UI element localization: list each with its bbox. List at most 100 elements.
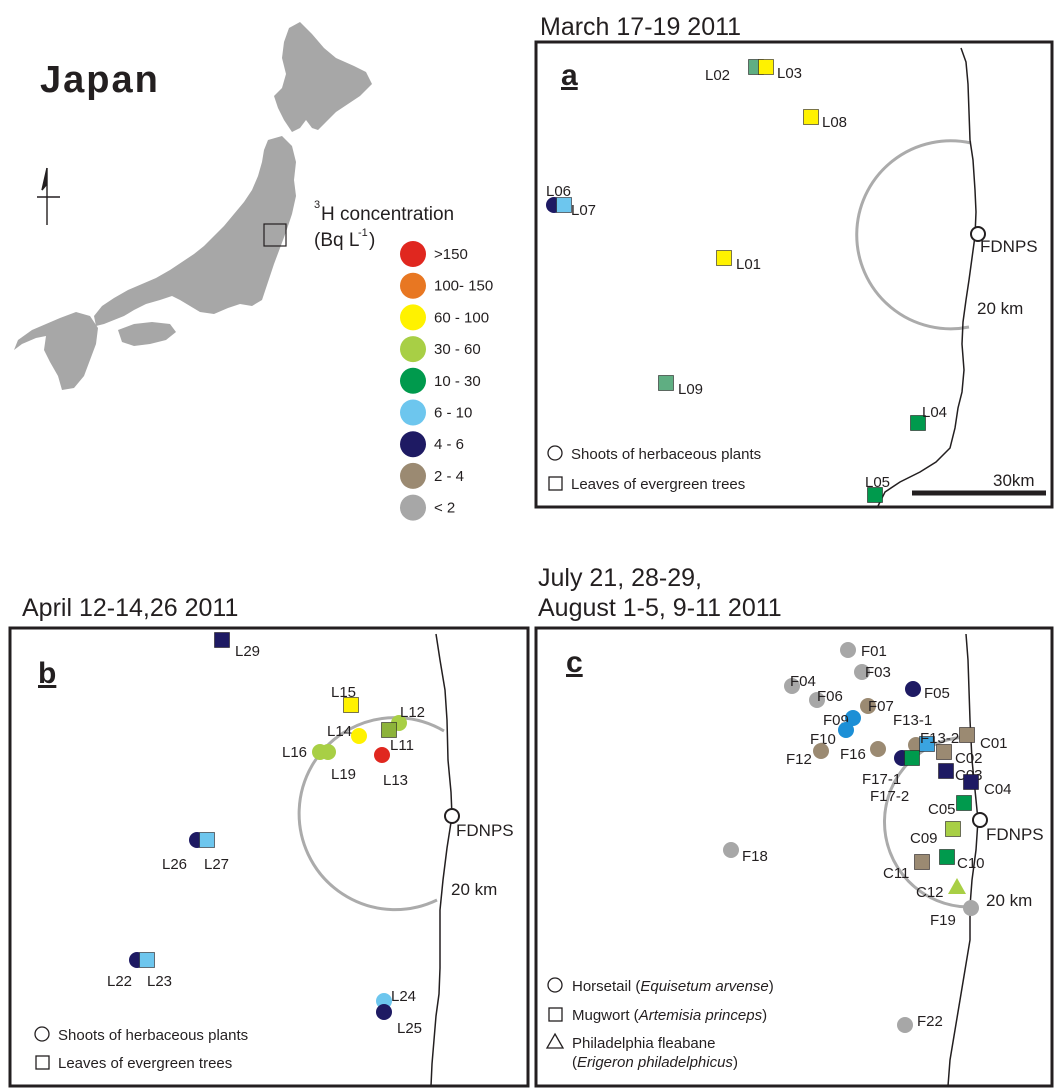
panel-a-letter: a <box>561 59 578 92</box>
legend-class-label: 100- 150 <box>434 278 493 295</box>
sample-label-L22: L22 <box>107 973 132 990</box>
sample-marker-F13-2 <box>919 736 935 752</box>
sample-label-L06: L06 <box>546 183 571 200</box>
legend-title: H concentration <box>321 204 454 225</box>
panel-b-title: April 12-14,26 2011 <box>22 594 238 622</box>
panel-a-20km-arc <box>855 139 972 331</box>
sample-label-L01: L01 <box>736 256 761 273</box>
sample-marker-L23 <box>139 952 155 968</box>
legend-swatch-icon <box>400 494 426 521</box>
panel-a: March 17-19 2011 a FDNPS 20 km 30km L02 L… <box>534 13 1054 509</box>
sample-label-L15: L15 <box>331 684 356 701</box>
legend-label: Philadelphia fleabane <box>572 1035 715 1052</box>
sample-label-L19: L19 <box>331 766 356 783</box>
sample-marker-L09 <box>658 375 674 391</box>
sample-marker-L07 <box>556 197 572 213</box>
sample-marker-L19 <box>320 744 336 760</box>
sample-marker-F18 <box>723 842 739 858</box>
panel-a-title: March 17-19 2011 <box>540 13 741 41</box>
legend-label: Leaves of evergreen trees <box>58 1055 232 1072</box>
sample-label-L23: L23 <box>147 973 172 990</box>
sample-marker-L27 <box>199 832 215 848</box>
panel-b: April 12-14,26 2011 b FDNPS 20 km L29 L15… <box>8 594 530 1088</box>
panel-c: July 21, 28-29, August 1-5, 9-11 2011 c … <box>534 564 1054 1088</box>
legend-triangle-icon <box>545 1032 565 1049</box>
sample-label-F22: F22 <box>917 1013 943 1030</box>
legend-text: Horsetail ( <box>572 978 640 995</box>
panel-b-samples: L29 L15 L12 L14 L11 L16 L19 L13 L26 L27 L22 L23 L24 L… <box>107 632 425 1037</box>
kyushu-landmass <box>14 312 98 390</box>
sample-marker-F05 <box>905 681 921 697</box>
sample-label-F03: F03 <box>865 664 891 681</box>
sample-marker-C03 <box>938 763 954 779</box>
legend-class-label: 10 - 30 <box>434 373 481 390</box>
legend-swatch-icon <box>400 431 426 458</box>
panel-b-coastline <box>430 633 453 1087</box>
legend-unit-exponent: -1 <box>358 227 368 239</box>
panel-a-scale-label: 30km <box>993 471 1035 490</box>
panel-a-fdnps-marker <box>970 226 986 242</box>
panel-b-legend: Shoots of herbaceous plants Leaves of ev… <box>34 1026 248 1072</box>
sample-label-L05: L05 <box>865 474 890 491</box>
legend-swatch-icon <box>400 462 426 489</box>
panel-a-legend: Shoots of herbaceous plants Leaves of ev… <box>547 445 761 493</box>
sample-label-L08: L08 <box>822 114 847 131</box>
sample-label-F18: F18 <box>742 848 768 865</box>
sample-label-F13-1: F13-1 <box>893 712 932 729</box>
panel-c-legend: Horsetail (Equisetum arvense) Mugwort (A… <box>545 977 774 1071</box>
legend-swatch-icon <box>400 336 426 363</box>
legend-superscript: 3 <box>314 199 320 211</box>
legend-text: ( <box>572 1054 577 1071</box>
legend-class-label: 6 - 10 <box>434 405 472 422</box>
sample-marker-C05 <box>956 795 972 811</box>
sample-label-F01: F01 <box>861 643 887 660</box>
sample-label-F12: F12 <box>786 751 812 768</box>
sample-label-L29: L29 <box>235 643 260 660</box>
japan-overview-map: Japan <box>14 22 372 390</box>
legend-square-icon <box>548 1007 563 1022</box>
sample-marker-L03 <box>758 59 774 75</box>
legend-class-label: 30 - 60 <box>434 341 481 358</box>
legend-swatch-icon <box>400 367 426 394</box>
panel-b-20km-arc <box>297 716 445 912</box>
legend-square-icon <box>35 1055 50 1070</box>
sample-marker-L29 <box>214 632 230 648</box>
legend-close: ) <box>762 1007 767 1024</box>
sample-label-F04: F04 <box>790 673 816 690</box>
sample-marker-F07 <box>860 698 876 714</box>
sample-label-C12: C12 <box>916 884 944 901</box>
panel-a-frame <box>534 40 1054 509</box>
concentration-legend: 3 H concentration (Bq L -1 ) >150 100- 15… <box>314 199 493 521</box>
sample-marker-F01 <box>840 642 856 658</box>
sample-label-L16: L16 <box>282 744 307 761</box>
sample-marker-L24 <box>376 993 392 1009</box>
country-label: Japan <box>40 59 160 101</box>
legend-class-label: < 2 <box>434 500 455 517</box>
sample-label-F17-2: F17-2 <box>870 788 909 805</box>
legend-italic: Erigeron philadelphicus <box>577 1054 733 1071</box>
sample-label-L13: L13 <box>383 772 408 789</box>
legend-class-label: 4 - 6 <box>434 436 464 453</box>
legend-label: (Erigeron philadelphicus) <box>572 1054 738 1071</box>
legend-swatch-icon <box>400 304 426 331</box>
legend-unit: (Bq L <box>314 230 359 251</box>
legend-swatch-icon <box>400 272 426 299</box>
panel-a-20km-label: 20 km <box>977 299 1023 318</box>
sample-marker-F09 <box>845 710 861 726</box>
panel-c-fdnps-marker <box>972 812 988 828</box>
panel-c-coastline <box>947 633 979 1087</box>
hokkaido-landmass <box>274 22 372 132</box>
sample-label-L27: L27 <box>204 856 229 873</box>
sample-marker-C01 <box>959 727 975 743</box>
panel-c-frame <box>534 626 1054 1088</box>
sample-marker-F04 <box>784 678 800 694</box>
sample-label-L11: L11 <box>390 737 414 754</box>
sample-marker-C02 <box>936 744 952 760</box>
sample-marker-L14 <box>351 728 367 744</box>
sample-marker-F10 <box>838 722 854 738</box>
legend-class-label: 60 - 100 <box>434 309 489 326</box>
legend-label: Horsetail (Equisetum arvense) <box>572 978 774 995</box>
sample-label-F16: F16 <box>840 746 866 763</box>
legend-square-icon <box>548 476 563 491</box>
